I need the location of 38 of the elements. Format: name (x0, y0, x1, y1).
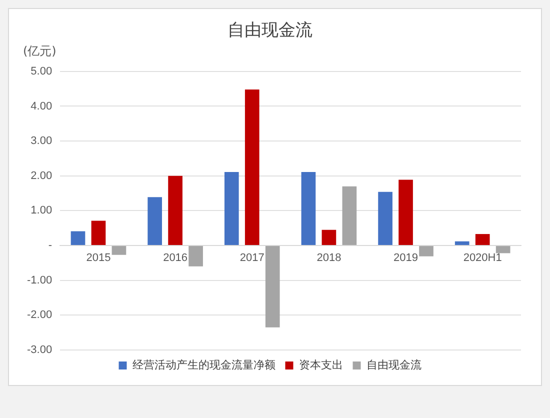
y-tick-label: -2.00 (26, 309, 52, 322)
bar (265, 246, 280, 328)
bar (398, 180, 413, 246)
bar (454, 241, 470, 246)
x-tick-label: 2018 (316, 252, 342, 264)
legend-label: 资本支出 (298, 358, 343, 372)
bar (112, 246, 126, 255)
bar (168, 176, 182, 246)
x-tick-label: 2020H1 (463, 252, 502, 264)
y-tick-label: - (48, 240, 52, 252)
y-tick-label: 4.00 (30, 100, 52, 112)
chart-title: 自由现金流 (228, 20, 312, 41)
y-tick-label: 5.00 (30, 65, 52, 78)
y-tick-label: -1.00 (26, 274, 52, 286)
bar (224, 172, 239, 246)
y-tick-label: 2.00 (30, 170, 52, 182)
bar (322, 230, 336, 246)
bar (475, 234, 490, 246)
x-tick-label: 2019 (394, 252, 418, 264)
legend-label: 自由现金流 (366, 358, 422, 372)
y-tick-label: 3.00 (30, 135, 52, 148)
bar (70, 231, 86, 246)
bar (342, 186, 357, 246)
bar (419, 246, 434, 256)
y-tick-label: 1.00 (30, 204, 52, 217)
bar (378, 192, 392, 246)
y-tick-label: -3.00 (26, 344, 52, 356)
bar (91, 220, 106, 246)
bar (148, 197, 162, 246)
bar (301, 172, 316, 246)
y-axis-title: (亿元) (23, 43, 56, 60)
bar (496, 246, 510, 254)
bar (244, 90, 260, 246)
bar (188, 246, 203, 266)
x-tick-label: 2016 (163, 252, 188, 264)
x-tick-label: 2017 (240, 252, 264, 264)
legend-label: 经营活动产生的现金流量净额 (132, 358, 276, 372)
x-tick-label: 2015 (86, 252, 111, 264)
